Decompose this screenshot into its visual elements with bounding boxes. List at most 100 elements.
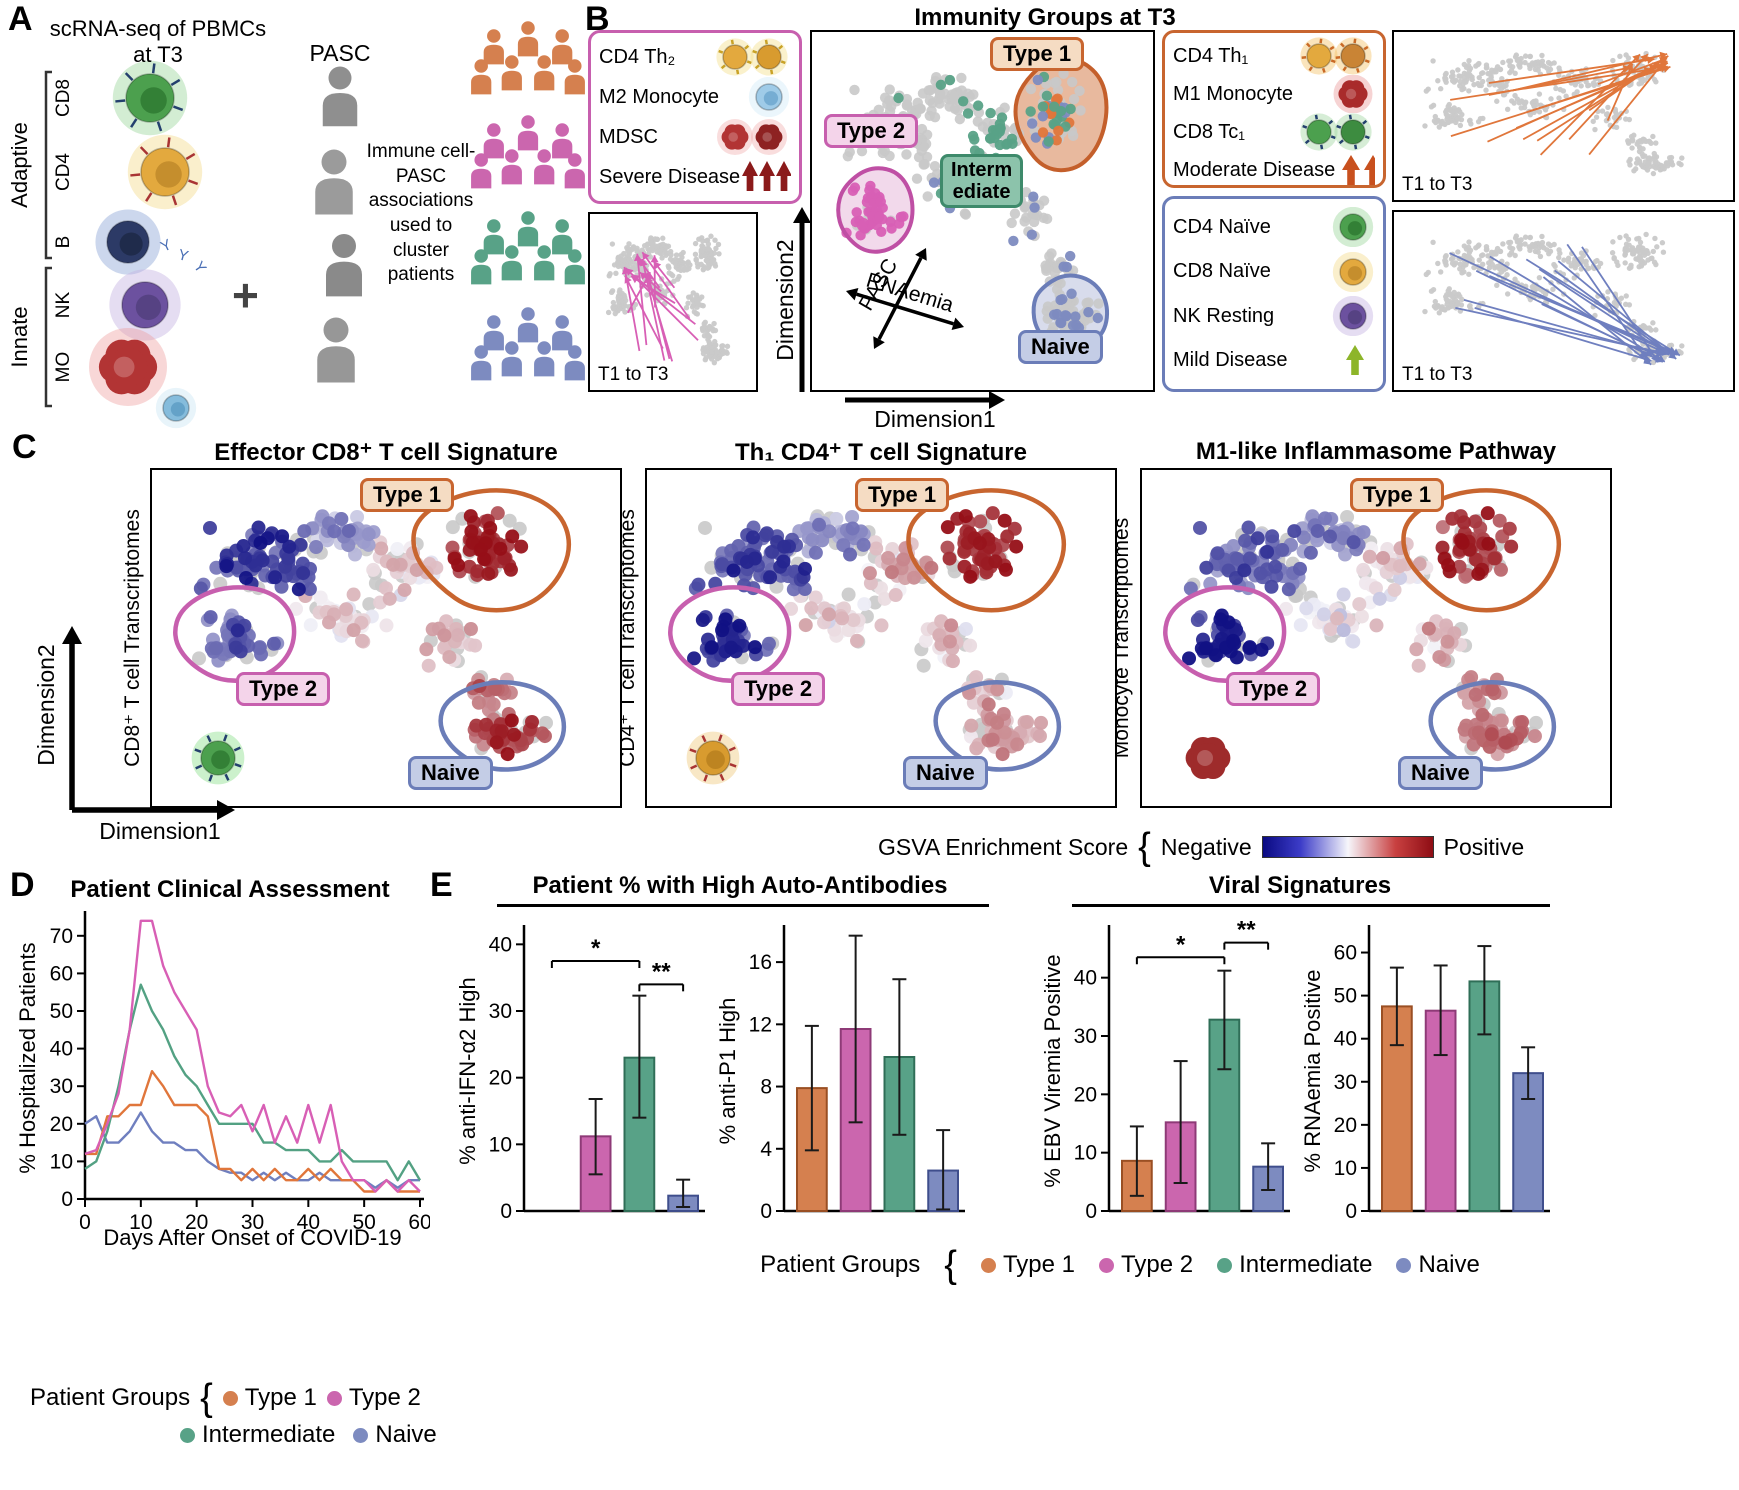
severe-item-m2: M2 Monocyte — [599, 85, 720, 108]
legend-item-naive: Naive — [1396, 1251, 1480, 1279]
mild-item-disease: Mild Disease — [1173, 349, 1288, 372]
svg-text:8: 8 — [760, 1076, 772, 1099]
svg-text:Y: Y — [190, 258, 210, 276]
patient-groups-legend-e: Patient Groups { Type 1 Type 2 Intermedi… — [640, 1244, 1600, 1286]
panel-d-title: Patient Clinical Assessment — [70, 876, 390, 903]
mild-item-nk: NK Resting — [1173, 304, 1275, 327]
intermediate-dot — [1217, 1257, 1233, 1273]
dimension1-label: Dimension1 — [874, 406, 996, 432]
svg-text:70: 70 — [50, 925, 73, 948]
colorbar-brace: { — [1138, 826, 1151, 868]
type2-cluster-label: Type 2 — [731, 672, 826, 707]
svg-text:40: 40 — [50, 1038, 73, 1061]
moderate-item-disease: Moderate Disease — [1173, 158, 1336, 181]
svg-text:0: 0 — [1345, 1200, 1357, 1223]
svg-text:% anti-IFN-α2 High: % anti-IFN-α2 High — [458, 977, 480, 1165]
mild-item-cd8naive: CD8 Naïve — [1173, 260, 1271, 283]
svg-text:Y: Y — [158, 236, 174, 256]
type1-cluster-label: Type 1 — [1350, 478, 1445, 513]
svg-text:0: 0 — [1085, 1200, 1097, 1223]
type1-dot — [980, 1257, 996, 1273]
th2-cells-icon — [716, 38, 788, 76]
svg-text:Days After Onset of COVID-19: Days After Onset of COVID-19 — [103, 1225, 401, 1250]
t1-t3-label: T1 to T3 — [1402, 174, 1473, 195]
panel-b-title: Immunity Groups at T3 — [914, 4, 1176, 31]
t1-t3-plot-type1: T1 to T3 — [1392, 30, 1735, 202]
pasc-label: PASC — [309, 40, 371, 66]
moderate-item-th1: CD4 Th₁ — [1173, 44, 1249, 67]
plot2-title: Th₁ CD4⁺ T cell Signature — [735, 439, 1027, 466]
svg-text:% EBV Viremia Positive: % EBV Viremia Positive — [1043, 954, 1065, 1187]
legend-brace: { — [200, 1377, 213, 1419]
viral-underline — [1072, 904, 1550, 907]
autoantibodies-heading: Patient % with High Auto-Antibodies — [532, 872, 948, 899]
panel-d-letter: D — [10, 866, 35, 904]
intermediate-cluster-label: Interm ediate — [940, 154, 1024, 208]
svg-text:0: 0 — [500, 1200, 512, 1223]
legend-item-type2: Type 2 — [326, 1384, 421, 1412]
t1-t3-label: T1 to T3 — [1402, 364, 1473, 385]
m2-monocyte-icon — [748, 77, 790, 117]
dimension2-label: Dimension2 — [771, 239, 798, 361]
type2-cluster-label: Type 2 — [1226, 672, 1321, 707]
naive-cluster-label: Naive — [408, 756, 493, 791]
cd4-cell-icon — [686, 731, 740, 785]
svg-text:10: 10 — [489, 1133, 512, 1156]
plot3-title: M1-like Inflammasome Pathway — [1195, 438, 1557, 465]
naive-cluster-label: Naive — [903, 756, 988, 791]
mild-disease-box: CD4 Naïve CD8 Naïve NK Resting Mild Dise… — [1162, 196, 1386, 392]
legend-item-intermediate: Intermediate — [180, 1421, 335, 1449]
moderate-item-tc1: CD8 Tc₁ — [1173, 120, 1245, 143]
svg-text:60: 60 — [50, 962, 73, 985]
svg-text:% anti-P1 High: % anti-P1 High — [718, 998, 740, 1145]
type1-cluster-label: Type 1 — [360, 478, 455, 513]
type1-cluster-label: Type 1 — [990, 37, 1085, 72]
dimension1-label: Dimension1 — [99, 818, 221, 844]
svg-text:50: 50 — [352, 1211, 375, 1234]
svg-text:20: 20 — [489, 1067, 512, 1090]
svg-text:20: 20 — [50, 1113, 73, 1136]
type2-cluster-label: Type 2 — [236, 672, 331, 707]
svg-text:0: 0 — [61, 1188, 73, 1211]
severe-item-th2: CD4 Th₂ — [599, 45, 676, 68]
m1-monocyte-icon — [1333, 75, 1373, 113]
hospitalization-line-chart: 0 10 20 30 40 50 60 70 0 10 20 30 40 50 60 % Hospitaliz… — [15, 911, 430, 1250]
m1-inflammasome-plot: Type 1 Type 2 Naive — [1140, 468, 1612, 808]
cd4-row-label: CD4 — [53, 153, 74, 192]
legend-brace: { — [944, 1244, 957, 1286]
legend-item-intermediate: Intermediate — [1217, 1251, 1372, 1279]
svg-text:0: 0 — [760, 1200, 772, 1223]
plot1-title: Effector CD8⁺ T cell Signature — [214, 439, 558, 466]
moderate-arrows-icon — [1342, 155, 1375, 185]
t1-t3-plot-type2: T1 to T3 — [588, 212, 758, 392]
svg-text:*: * — [591, 935, 601, 962]
th1-cells-icon — [1300, 37, 1372, 75]
tc1-cells-icon — [1300, 113, 1372, 151]
svg-text:40: 40 — [1074, 967, 1097, 990]
svg-text:% RNAemia Positive: % RNAemia Positive — [1303, 970, 1325, 1173]
svg-text:4: 4 — [760, 1138, 772, 1161]
autoantibodies-underline — [497, 904, 989, 907]
naive-dot — [353, 1427, 369, 1443]
svg-text:10: 10 — [50, 1150, 73, 1173]
svg-text:Y: Y — [176, 246, 190, 265]
panel-a-graphics: Y YY — [44, 21, 585, 429]
mild-item-cd4naive: CD4 Naïve — [1173, 215, 1271, 238]
cd8-naive-cell-icon — [1332, 251, 1374, 292]
severe-item-disease: Severe Disease — [599, 165, 741, 188]
panel-a-letter: A — [8, 0, 33, 38]
svg-text:30: 30 — [241, 1211, 264, 1234]
gsva-colorbar: GSVA Enrichment Score { Negative Positiv… — [878, 826, 1524, 868]
svg-text:20: 20 — [185, 1211, 208, 1234]
anti-p1-bar-chart: 0 4 8 12 16 % anti-P1 High — [718, 925, 965, 1223]
mdsc-cells-icon — [717, 119, 787, 155]
intermediate-dot — [180, 1427, 195, 1443]
type1-dot — [222, 1390, 238, 1406]
effector-cd8-signature-plot: Type 1 Type 2 Naive — [150, 468, 622, 808]
svg-text:16: 16 — [749, 951, 772, 974]
svg-text:12: 12 — [749, 1013, 772, 1036]
t1-t3-plot-naive: T1 to T3 — [1392, 210, 1735, 392]
legend-title: Patient Groups — [30, 1384, 191, 1412]
svg-text:10: 10 — [1074, 1142, 1097, 1165]
